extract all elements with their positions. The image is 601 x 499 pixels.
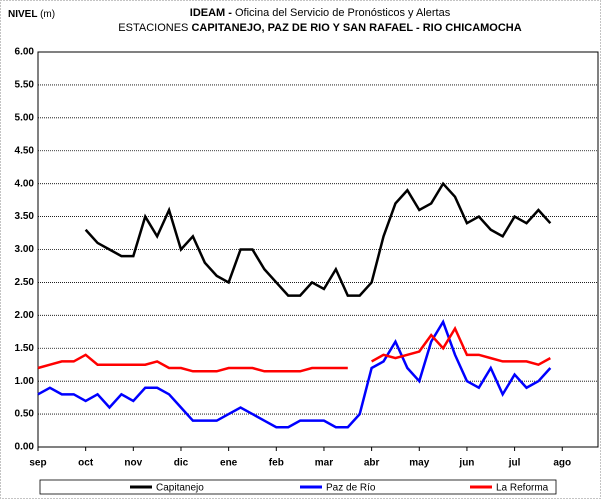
y-tick-label: 3.50 <box>15 211 35 222</box>
series-line <box>84 181 552 297</box>
series-line <box>37 319 552 429</box>
series-line <box>37 325 551 373</box>
x-tick-label: abr <box>364 458 380 469</box>
chart-title: IDEAM - Oficina del Servicio de Pronósti… <box>190 7 451 19</box>
y-tick-label: 0.50 <box>15 409 35 420</box>
x-tick-label: feb <box>269 458 284 469</box>
legend-label: Capitanejo <box>156 483 204 494</box>
x-tick-label: nov <box>124 458 142 469</box>
x-tick-label: ene <box>220 458 238 469</box>
legend-box <box>39 479 557 495</box>
x-tick-label: jun <box>458 458 474 469</box>
y-tick-label: 4.00 <box>15 178 35 189</box>
chart-subtitle: ESTACIONES CAPITANEJO, PAZ DE RIO Y SAN … <box>118 22 521 34</box>
x-tick-label: may <box>409 458 429 469</box>
y-tick-label: 3.00 <box>15 244 35 255</box>
y-tick-label: 5.50 <box>15 80 35 91</box>
x-tick-label: dic <box>174 458 189 469</box>
y-tick-label: 4.50 <box>15 145 35 156</box>
y-axis-label: NIVEL (m) <box>8 9 55 20</box>
legend-label: La Reforma <box>496 483 549 494</box>
legend-label: Paz de Río <box>326 483 376 494</box>
x-tick-label: sep <box>29 458 46 469</box>
y-tick-label: 1.50 <box>15 343 35 354</box>
plot-area <box>37 51 599 448</box>
y-tick-label: 5.00 <box>15 112 35 123</box>
y-tick-label: 2.50 <box>15 277 35 288</box>
y-tick-label: 6.00 <box>15 47 35 58</box>
y-tick-label: 2.00 <box>15 310 35 321</box>
x-tick-label: ago <box>553 458 571 469</box>
x-tick-label: mar <box>315 458 333 469</box>
y-tick-label: 0.00 <box>15 442 35 453</box>
y-tick-label: 1.00 <box>15 376 35 387</box>
x-tick-label: jul <box>508 458 521 469</box>
x-tick-label: oct <box>78 458 94 469</box>
